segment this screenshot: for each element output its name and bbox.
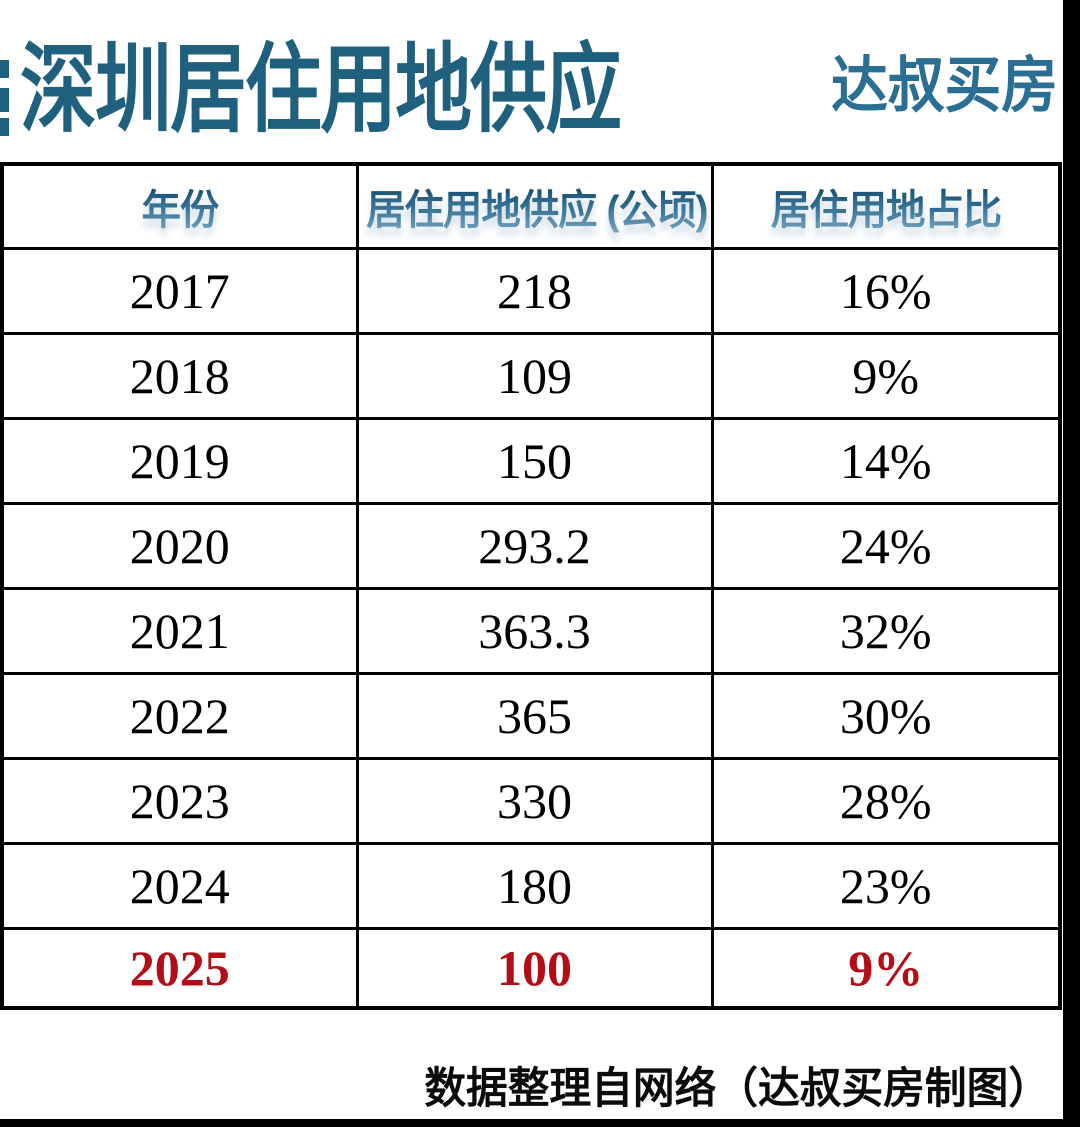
brand-watermark: 达叔买房 [831, 51, 1058, 119]
table-row: 2020 293.2 24% [0, 501, 1062, 590]
table-cell: 14% [710, 416, 1062, 505]
bottom-edge-band [0, 1119, 1080, 1127]
table-row: 2018 109 9% [0, 331, 1062, 420]
table-cell: 2025 [0, 926, 359, 1010]
table-cell: 109 [355, 331, 714, 420]
source-note: 数据整理自网络（达叔买房制图） [424, 1065, 1050, 1113]
table-cell: 2024 [0, 841, 359, 930]
table-cell: 2020 [0, 501, 359, 590]
table-cell: 150 [355, 416, 714, 505]
table-cell: 16% [710, 246, 1062, 335]
table-row: 2021 363.3 32% [0, 586, 1062, 675]
header-cell-label: 年份 [141, 176, 219, 236]
table-cell: 9% [710, 926, 1062, 1010]
land-supply-table: 年份 居住用地供应 (公顷) 居住用地占比 2017 218 16% 2018 109 9% 2… [0, 162, 1062, 1010]
table-cell: 2022 [0, 671, 359, 760]
table-cell: 9% [710, 331, 1062, 420]
table-cell: 2018 [0, 331, 359, 420]
cut-character-fragment [0, 60, 9, 136]
table-cell: 363.3 [355, 586, 714, 675]
table-cell: 28% [710, 756, 1062, 845]
table-cell: 180 [355, 841, 714, 930]
table-cell: 2017 [0, 246, 359, 335]
table-cell: 100 [355, 926, 714, 1010]
table-row: 2025 100 9% [0, 926, 1062, 1010]
table-cell: 293.2 [355, 501, 714, 590]
header-cell: 居住用地占比 [710, 162, 1062, 250]
table-cell: 23% [710, 841, 1062, 930]
table-row: 2022 365 30% [0, 671, 1062, 760]
table-row: 2017 218 16% [0, 246, 1062, 335]
table-cell: 218 [355, 246, 714, 335]
header-cell: 年份 [0, 162, 359, 250]
header-cell-label: 居住用地供应 (公顷) [366, 176, 708, 236]
page-title: 深圳居住用地供应 [20, 35, 622, 144]
table-body: 2017 218 16% 2018 109 9% 2019 150 14% 2020 293.2 24… [0, 246, 1062, 1010]
right-edge-band [1063, 0, 1080, 1127]
table-cell: 2023 [0, 756, 359, 845]
table-cell: 2019 [0, 416, 359, 505]
table-cell: 32% [710, 586, 1062, 675]
header-row: 年份 居住用地供应 (公顷) 居住用地占比 [0, 162, 1062, 250]
table-cell: 24% [710, 501, 1062, 590]
table-cell: 330 [355, 756, 714, 845]
table-header: 年份 居住用地供应 (公顷) 居住用地占比 [0, 162, 1062, 250]
table-row: 2023 330 28% [0, 756, 1062, 845]
header-cell-label: 居住用地占比 [771, 176, 1002, 236]
table-cell: 365 [355, 671, 714, 760]
table-cell: 30% [710, 671, 1062, 760]
table-row: 2019 150 14% [0, 416, 1062, 505]
header-cell: 居住用地供应 (公顷) [355, 162, 714, 250]
table-row: 2024 180 23% [0, 841, 1062, 930]
table-cell: 2021 [0, 586, 359, 675]
